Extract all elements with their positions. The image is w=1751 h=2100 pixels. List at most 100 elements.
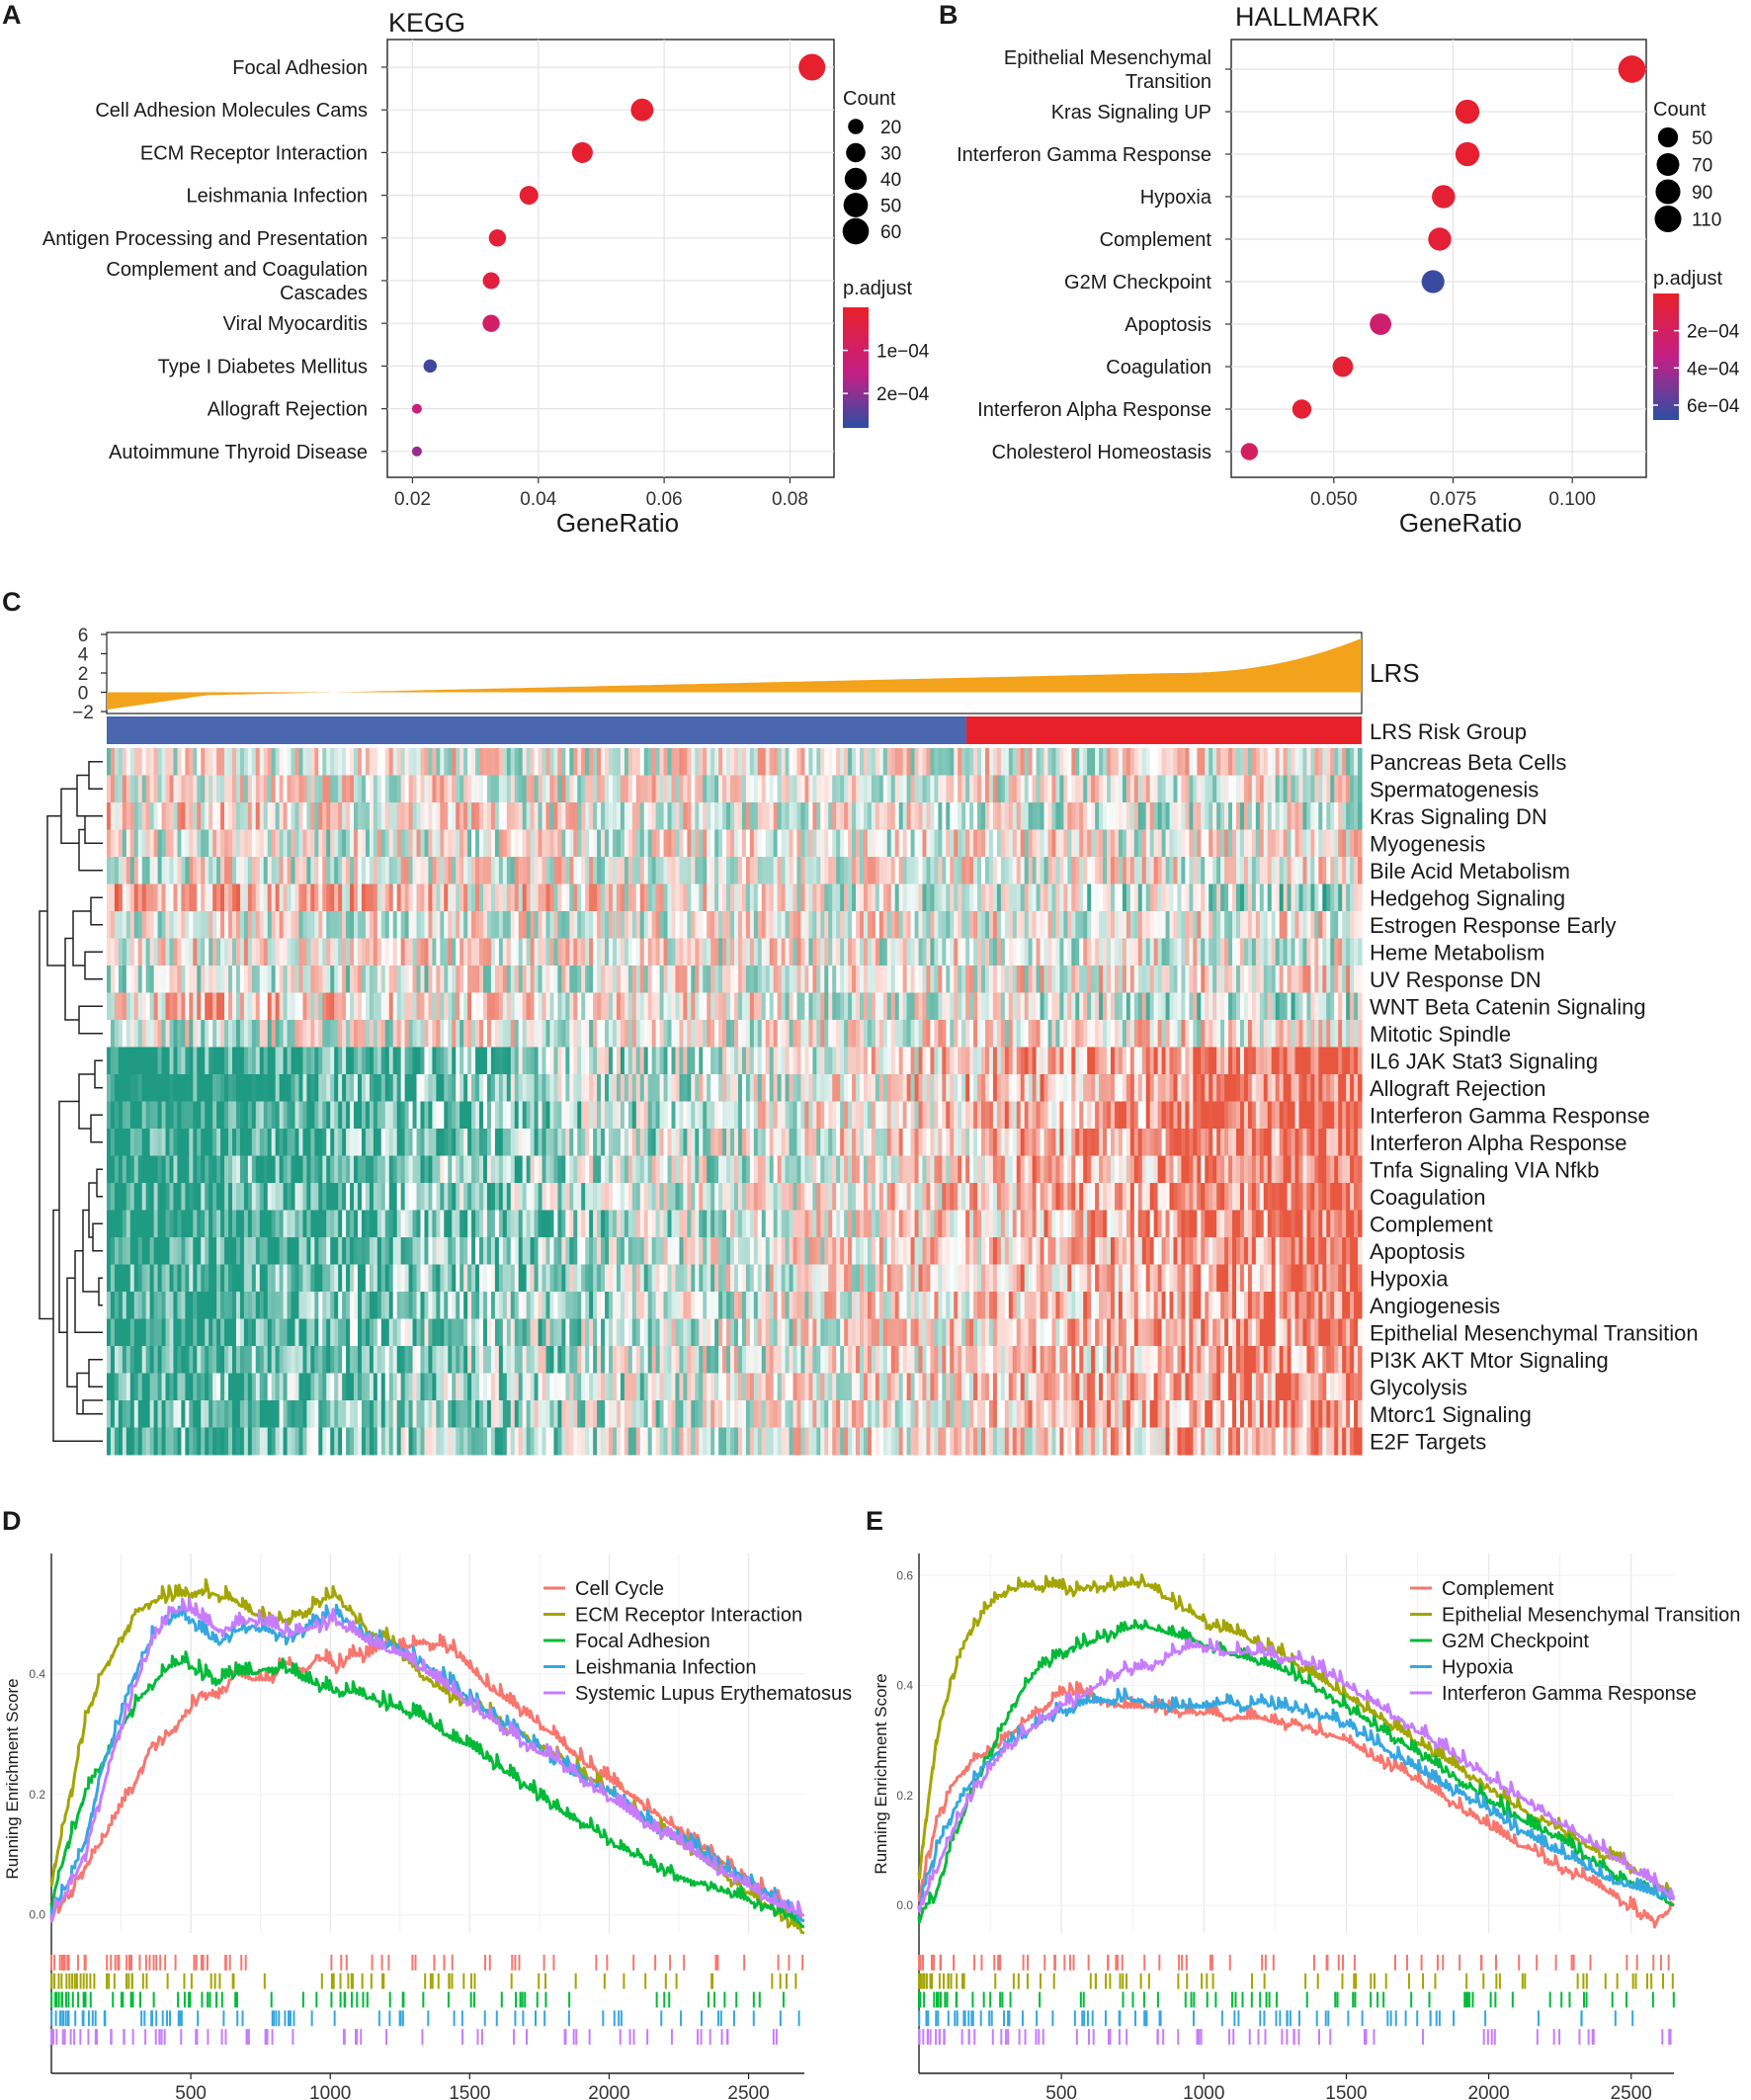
heatmap-cell <box>958 1129 962 1156</box>
heatmap-cell <box>710 1047 715 1075</box>
heatmap-cell <box>235 1020 241 1048</box>
heatmap-cell <box>396 1101 402 1130</box>
heatmap-cell <box>420 1020 426 1048</box>
heatmap-cell <box>1032 1101 1038 1130</box>
heatmap-cell <box>769 911 775 939</box>
heatmap-cell <box>1216 883 1221 912</box>
heatmap-cell <box>322 966 327 993</box>
heatmap-cell <box>894 938 900 966</box>
heatmap-cell <box>1099 775 1104 803</box>
heatmap-cell <box>707 775 711 803</box>
heatmap-cell <box>792 1129 798 1156</box>
heatmap-cell <box>365 992 371 1021</box>
heatmap-cell <box>675 883 681 912</box>
heatmap-cell <box>856 883 861 912</box>
heatmap-cell <box>373 829 378 858</box>
heatmap-cell <box>479 748 484 776</box>
y-tick-label: Complement and Coagulation <box>106 259 368 281</box>
heatmap-cell <box>220 883 225 912</box>
heatmap-cell <box>145 802 151 830</box>
heatmap-cell <box>1259 857 1265 884</box>
heatmap-cell <box>1103 748 1108 776</box>
heatmap-cell <box>346 829 351 858</box>
heatmap-cell <box>557 1129 562 1156</box>
heatmap-cell <box>428 1074 434 1102</box>
heatmap-cell <box>573 1047 578 1075</box>
heatmap-cell <box>663 802 669 830</box>
heatmap-cell <box>1095 938 1100 966</box>
heatmap-cell <box>707 748 711 776</box>
heatmap-cell <box>239 748 245 776</box>
heatmap-cell <box>871 1129 876 1156</box>
heatmap-cell <box>1338 1101 1343 1130</box>
heatmap-cell <box>342 1020 347 1048</box>
data-point <box>411 403 422 414</box>
heatmap-cell <box>149 1047 155 1075</box>
heatmap-cell <box>679 802 685 830</box>
heatmap-cell <box>565 1101 570 1130</box>
heatmap-cell <box>432 775 437 803</box>
heatmap-cell <box>1271 857 1277 884</box>
heatmap-cell <box>954 775 959 803</box>
heatmap-cell <box>699 992 704 1021</box>
heatmap-cell <box>707 938 711 966</box>
heatmap-cell <box>376 911 382 939</box>
heatmap-cell <box>573 802 578 830</box>
heatmap-cell <box>1342 1047 1347 1075</box>
heatmap-cell <box>189 883 194 912</box>
heatmap-cell <box>832 857 837 884</box>
heatmap-cell <box>914 775 920 803</box>
heatmap-cell <box>1114 1047 1120 1075</box>
heatmap-cell <box>730 1074 735 1102</box>
heatmap-cell <box>655 802 661 830</box>
heatmap-cell <box>906 1020 912 1048</box>
heatmap-cell <box>444 748 449 776</box>
heatmap-cell <box>267 1101 273 1130</box>
heatmap-cell <box>483 1074 488 1102</box>
heatmap-cell <box>954 938 959 966</box>
heatmap-cell <box>506 1074 512 1102</box>
heatmap-cell <box>836 802 841 830</box>
heatmap-cell <box>1177 802 1183 830</box>
heatmap-cell <box>306 1074 311 1102</box>
heatmap-cell <box>208 883 213 912</box>
heatmap-cell <box>985 1129 990 1156</box>
heatmap-cell <box>1103 775 1108 803</box>
heatmap-cell <box>679 775 685 803</box>
heatmap-cell <box>1322 1047 1327 1075</box>
heatmap-cell <box>659 748 665 776</box>
heatmap-cell <box>271 883 277 912</box>
heatmap-cell <box>354 911 359 939</box>
heatmap-cell <box>832 1129 837 1156</box>
heatmap-cell <box>263 829 269 858</box>
heatmap-cell <box>1173 992 1179 1021</box>
heatmap-cell <box>965 829 970 858</box>
heatmap-cell <box>828 1020 833 1048</box>
heatmap-cell <box>1294 992 1300 1021</box>
heatmap-cell <box>886 1074 892 1102</box>
heatmap-cell <box>1201 1047 1206 1075</box>
heatmap-cell <box>228 1129 233 1156</box>
heatmap-cell <box>589 1101 594 1130</box>
heatmap-cell <box>530 748 536 776</box>
heatmap-cell <box>259 1074 265 1102</box>
heatmap-cell <box>1181 911 1187 939</box>
heatmap-cell <box>946 992 951 1021</box>
heatmap-cell <box>494 966 500 993</box>
heatmap-cell <box>145 992 151 1021</box>
heatmap-cell <box>627 938 633 966</box>
heatmap-cell <box>440 1020 445 1048</box>
heatmap-cell <box>1157 1020 1163 1048</box>
heatmap-cell <box>1091 992 1096 1021</box>
heatmap-cell <box>424 966 430 993</box>
heatmap-cell <box>961 1020 966 1048</box>
heatmap-cell <box>781 1074 787 1102</box>
heatmap-cell <box>856 938 861 966</box>
heatmap-cell <box>910 1129 916 1156</box>
heatmap-cell <box>228 911 233 939</box>
heatmap-cell <box>675 911 681 939</box>
heatmap-cell <box>376 775 382 803</box>
heatmap-cell <box>251 992 257 1021</box>
heatmap-cell <box>1099 883 1104 912</box>
